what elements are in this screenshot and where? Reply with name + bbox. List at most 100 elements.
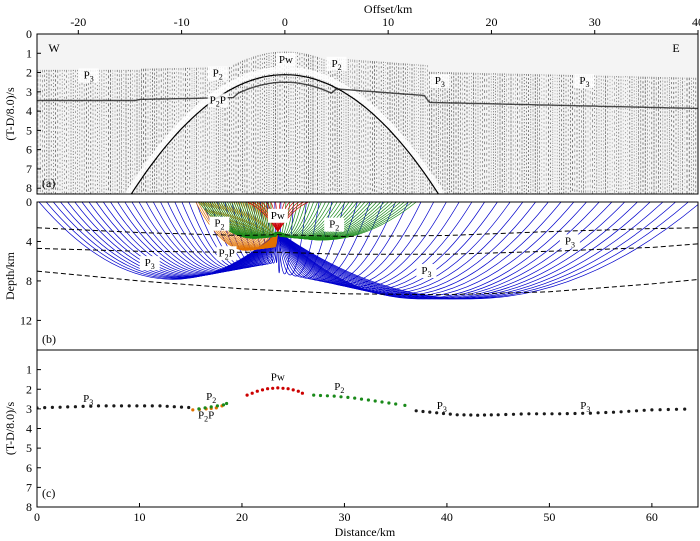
pick-point: [373, 399, 377, 403]
y-tick-label: 1: [26, 363, 32, 377]
pick-point: [255, 389, 259, 393]
phase-label: P3: [429, 74, 450, 89]
pick-point: [550, 412, 554, 416]
label-backdrop: [574, 74, 595, 89]
phase-label-text-main: P: [421, 265, 427, 277]
y-tick-label: 8: [26, 181, 32, 195]
y-tick-label: 8: [26, 274, 32, 288]
pick-point: [441, 411, 446, 416]
y-axis-title: (T-D/8.0)/s: [3, 402, 17, 456]
phase-label-text-sub: 2: [204, 415, 208, 424]
pick-point: [187, 405, 191, 410]
ray-path: [251, 202, 279, 232]
pick-point: [634, 409, 639, 413]
phase-label-text-suffix: P: [220, 94, 226, 106]
pick-point: [325, 394, 329, 398]
pick-point: [435, 411, 439, 415]
pick-point: [666, 407, 670, 412]
phase-label-text-sub: 3: [89, 398, 93, 407]
pick-point: [565, 412, 569, 416]
pick-point: [482, 413, 487, 417]
phase-label-text: Pw: [271, 210, 285, 222]
pick-point: [143, 404, 147, 408]
phase-label-text-sub: 2: [335, 224, 339, 233]
top-tick-label: -20: [70, 15, 86, 29]
phase-label-text: P3: [435, 75, 445, 89]
pick-point: [266, 387, 270, 391]
pick-point: [428, 410, 432, 414]
label-backdrop: [139, 256, 160, 271]
pick-point: [296, 389, 300, 393]
pick-point: [250, 391, 254, 395]
phase-label-text-sub: 3: [585, 80, 589, 89]
panel-label: (b): [42, 332, 56, 346]
ray-path: [277, 202, 676, 300]
pick-point: [150, 404, 154, 408]
pick-point: [332, 394, 336, 398]
pick-point: [291, 388, 295, 392]
pick-point: [535, 412, 539, 416]
top-tick-label: 40: [692, 15, 700, 29]
ray-path: [53, 202, 279, 279]
ray-path: [188, 202, 279, 270]
phase-label-text: P3: [145, 257, 155, 271]
pick-point: [573, 411, 577, 416]
pick-point: [221, 403, 226, 407]
ray-path: [246, 202, 279, 232]
pick-point: [414, 409, 418, 413]
pick-point: [104, 404, 108, 408]
ray-path: [181, 202, 279, 270]
phase-label-text-suffix: P: [208, 410, 214, 422]
pick-point: [209, 405, 213, 409]
phase-label-text-main: P: [83, 393, 89, 405]
ray-path: [277, 202, 664, 300]
pick-point: [387, 401, 391, 405]
pick-point: [496, 413, 500, 417]
ray-path: [277, 202, 562, 298]
pick-point: [504, 412, 508, 417]
pick-point: [89, 404, 93, 408]
x-tick-label: 0: [34, 510, 40, 524]
phase-label-text: P3: [421, 265, 431, 279]
phase-label-text-sub: 2: [219, 72, 223, 81]
label-backdrop: [216, 246, 237, 261]
pw-arrival-wavelet: [130, 74, 440, 194]
phase-label-text: P3: [580, 400, 590, 414]
ray-path: [267, 202, 279, 264]
pick-point: [281, 386, 285, 390]
phase-label: P2P: [207, 93, 228, 108]
label-backdrop: [209, 216, 230, 231]
phase-label: P3: [559, 234, 580, 249]
pick-point: [455, 413, 459, 417]
pick-point: [165, 404, 169, 408]
y-tick-label: 3: [26, 402, 32, 416]
ray-path: [38, 202, 279, 280]
panel-a-frame: [36, 33, 699, 195]
phase-label-text-sub: 3: [427, 270, 431, 279]
ray-path: [277, 202, 320, 277]
pick-point: [611, 410, 616, 414]
pick-point: [276, 386, 280, 390]
phase-label-text-sub: 3: [441, 80, 445, 89]
x-tick-label: 30: [338, 510, 350, 524]
pick-point: [394, 402, 398, 406]
phase-label-text-main: P: [214, 218, 220, 230]
pick-point: [158, 404, 162, 408]
phase-label-text-main: P: [145, 257, 151, 269]
top-tick-label: 10: [382, 15, 394, 29]
phase-label: P2: [326, 56, 347, 72]
phase-label: P3: [139, 256, 160, 271]
x-tick-label: 60: [646, 510, 658, 524]
label-backdrop: [275, 52, 296, 67]
phase-label-text: P3: [83, 393, 93, 407]
y-tick-label: 5: [26, 441, 32, 455]
pick-point: [346, 395, 350, 399]
label-backdrop: [416, 264, 437, 279]
label-backdrop: [324, 217, 345, 232]
pick-point: [658, 408, 662, 412]
phase-label-text: Pw: [271, 371, 285, 383]
label-east: E: [672, 41, 679, 55]
pick-point: [519, 412, 523, 416]
y-tick-label: 4: [26, 104, 32, 118]
phase-label-text-sub: 2: [220, 223, 224, 232]
